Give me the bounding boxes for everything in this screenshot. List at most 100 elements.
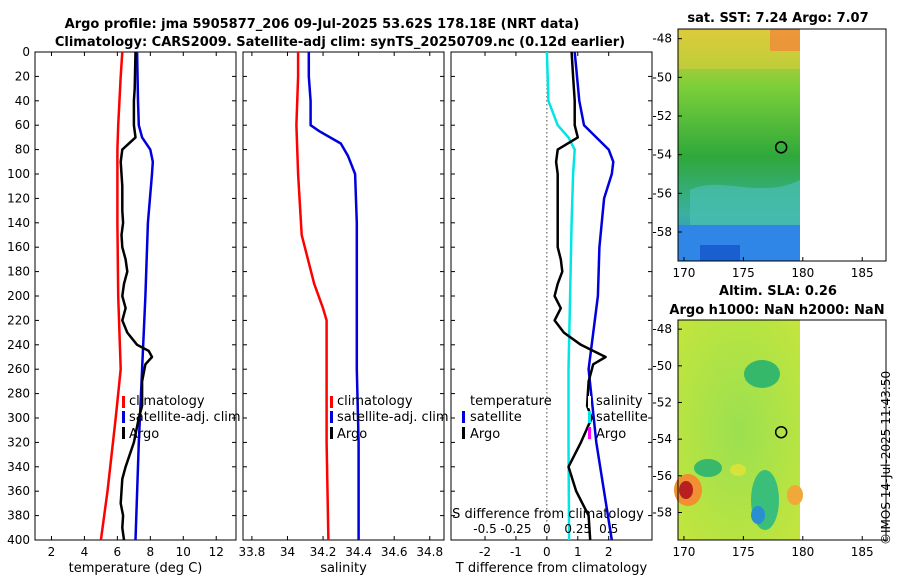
depth-tick-label: 100 <box>7 167 30 181</box>
depth-tick-label: 340 <box>7 460 30 474</box>
x-tick-label: 1 <box>574 545 582 559</box>
sla-low-core <box>751 506 765 524</box>
depth-tick-label: 120 <box>7 191 30 205</box>
title-line-2: Climatology: CARS2009. Satellite-adj cli… <box>55 35 625 50</box>
x-axis-label: T difference from climatology <box>455 561 648 576</box>
imos-watermark: ©IMOS 14-Jul-2025 11:43:50 <box>879 371 893 545</box>
map-x-tick-label: 180 <box>791 266 814 280</box>
depth-tick-label: 40 <box>15 94 30 108</box>
legend-swatch-climatology <box>122 396 125 408</box>
s-tick-label: -0.5 <box>473 522 496 536</box>
sst-map-title: sat. SST: 7.24 Argo: 7.07 <box>687 11 868 26</box>
legend-label-climatology: climatology <box>337 394 413 409</box>
series-line-argo-t-diff <box>553 51 607 541</box>
sla-map-title-1: Altim. SLA: 0.26 <box>719 284 837 299</box>
difference-legend: temperature satellite Argo salinity sate… <box>462 394 648 442</box>
depth-tick-label: 20 <box>15 69 30 83</box>
legend-label-satellite-s: satellite <box>596 410 648 425</box>
depth-tick-label: 160 <box>7 240 30 254</box>
temperature-panel: 2 4 6 8 10 12 temperature (deg C) <box>34 51 237 576</box>
sla-low-1 <box>744 360 780 388</box>
depth-tick-label: 280 <box>7 387 30 401</box>
legend-label-argo: Argo <box>337 427 367 442</box>
depth-tick-label: 140 <box>7 216 30 230</box>
plot-area <box>242 51 445 541</box>
x-tick-label: -2 <box>479 545 491 559</box>
depth-tick-label: 220 <box>7 313 30 327</box>
map-y-tick-label: -58 <box>652 506 672 520</box>
plot-area <box>450 51 653 541</box>
difference-panel: -2 -1 0 1 2 T difference from climatology <box>450 51 653 576</box>
map-y-tick-label: -48 <box>652 32 672 46</box>
argo-location-marker <box>774 425 788 439</box>
depth-tick-label: 360 <box>7 484 30 498</box>
map-x-tick-label: 175 <box>732 545 755 559</box>
x-tick-label: 12 <box>209 545 224 559</box>
legend-swatch-argo-t <box>462 427 465 439</box>
legend-label-argo-t: Argo <box>470 427 500 442</box>
map-x-tick-label: 185 <box>851 545 874 559</box>
x-tick-label: 34.6 <box>381 545 408 559</box>
legend-swatch-argo-s <box>588 427 591 439</box>
series-line-climatology <box>99 51 124 541</box>
series-line-argo <box>119 51 154 541</box>
x-tick-label: 4 <box>81 545 89 559</box>
depth-tick-label: 80 <box>15 143 30 157</box>
sst-map-axes: 170 175 180 185 -48 -50 -52 -54 -56 -58 <box>652 32 873 280</box>
x-tick-label: 10 <box>176 545 191 559</box>
x-tick-label: 34 <box>280 545 295 559</box>
depth-axis: 0 20 40 60 80 100 120 140 160 180 200 220 240 260 280 3… <box>7 45 30 547</box>
x-axis-label: salinity <box>320 561 367 576</box>
sla-high-core <box>679 481 693 499</box>
title-line-1: Argo profile: jma 5905877_206 09-Jul-202… <box>65 17 580 32</box>
sst-map-frame <box>677 28 887 262</box>
depth-tick-label: 320 <box>7 435 30 449</box>
sla-map-axes: 170 175 180 185 -48 -50 -52 -54 -56 -58 <box>652 322 873 559</box>
legend-label-climatology: climatology <box>129 394 205 409</box>
plot-area <box>34 51 237 541</box>
x-tick-label: 2 <box>605 545 613 559</box>
salinity-legend: climatology satellite-adj. clim Argo <box>330 394 449 442</box>
sst-map <box>677 28 887 262</box>
sla-heatmap <box>678 320 800 540</box>
map-y-tick-label: -56 <box>652 469 672 483</box>
map-y-tick-label: -56 <box>652 186 672 200</box>
s-difference-label: S difference from climatology <box>452 507 644 522</box>
s-tick-label: 0 <box>543 522 551 536</box>
x-tick-label: 0 <box>543 545 551 559</box>
depth-tick-label: 300 <box>7 411 30 425</box>
map-y-tick-label: -50 <box>652 359 672 373</box>
sla-low-2 <box>694 459 722 477</box>
map-y-tick-label: -52 <box>652 109 672 123</box>
sla-map <box>674 319 887 541</box>
s-tick-label: 0.5 <box>599 522 618 536</box>
s-tick-label: -0.25 <box>500 522 531 536</box>
sla-map-title-2: Argo h1000: NaN h2000: NaN <box>669 303 884 318</box>
argo-location-marker <box>774 141 788 154</box>
map-y-tick-label: -54 <box>652 432 672 446</box>
series-line-satellite-adj-clim <box>307 52 360 540</box>
map-y-tick-label: -54 <box>652 148 672 162</box>
x-tick-label: 6 <box>114 545 122 559</box>
legend-swatch-satellite <box>122 411 125 423</box>
x-tick-label: 8 <box>147 545 155 559</box>
temperature-legend: climatology satellite-adj. clim Argo <box>122 394 241 442</box>
x-axis-label: temperature (deg C) <box>69 561 203 576</box>
x-tick-label: 34.2 <box>310 545 337 559</box>
depth-tick-label: 380 <box>7 509 30 523</box>
map-y-tick-label: -58 <box>652 225 672 239</box>
depth-tick-label: 240 <box>7 338 30 352</box>
x-tick-label: 34.8 <box>416 545 443 559</box>
sla-high-3 <box>787 485 803 505</box>
sst-warm-patch <box>770 29 800 51</box>
legend-label-satellite: satellite-adj. clim <box>129 410 241 425</box>
legend-swatch-satellite-s <box>588 411 591 423</box>
depth-tick-label: 180 <box>7 265 30 279</box>
legend-swatch-satellite <box>330 411 333 423</box>
series-line-satellite-t-diff <box>573 51 615 541</box>
series-line-satellite-s-diff <box>545 51 576 541</box>
depth-tick-label: 0 <box>22 45 30 59</box>
x-tick-label: -1 <box>510 545 522 559</box>
s-tick-label: 0.25 <box>564 522 591 536</box>
